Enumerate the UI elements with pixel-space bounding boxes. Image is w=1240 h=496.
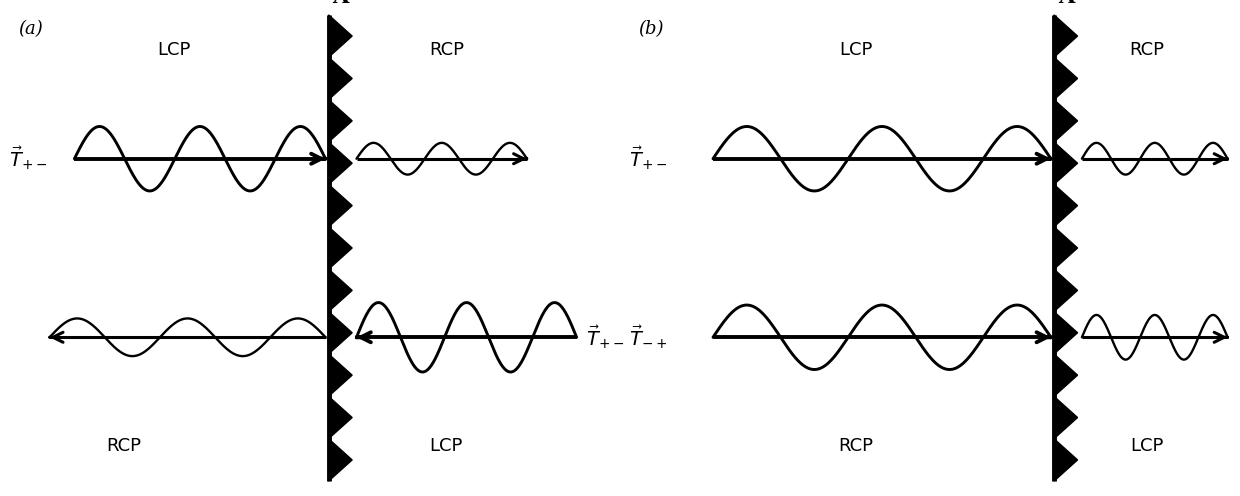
Polygon shape — [1054, 354, 1078, 396]
Text: LCP: LCP — [157, 41, 190, 59]
Polygon shape — [1054, 100, 1078, 142]
Text: LCP: LCP — [430, 437, 463, 455]
Polygon shape — [329, 15, 352, 57]
Polygon shape — [329, 142, 352, 185]
Text: RCP: RCP — [838, 437, 873, 455]
Text: A: A — [1058, 0, 1074, 7]
Polygon shape — [1054, 185, 1078, 227]
Polygon shape — [329, 185, 352, 227]
Polygon shape — [1054, 57, 1078, 100]
Text: $\vec{T}_{+-}$: $\vec{T}_{+-}$ — [585, 323, 624, 351]
Text: (a): (a) — [19, 20, 43, 38]
Polygon shape — [329, 354, 352, 396]
Text: $\vec{T}_{+-}$: $\vec{T}_{+-}$ — [9, 145, 47, 173]
Polygon shape — [1054, 439, 1078, 481]
Text: (b): (b) — [639, 20, 665, 38]
Polygon shape — [1054, 15, 1078, 57]
Polygon shape — [329, 311, 352, 354]
Text: $\vec{T}_{+-}$: $\vec{T}_{+-}$ — [629, 145, 667, 173]
Polygon shape — [1054, 227, 1078, 269]
Text: RCP: RCP — [429, 41, 464, 59]
Text: RCP: RCP — [107, 437, 141, 455]
Polygon shape — [1054, 396, 1078, 439]
Polygon shape — [329, 57, 352, 100]
Text: RCP: RCP — [1130, 41, 1164, 59]
Polygon shape — [329, 439, 352, 481]
Polygon shape — [329, 100, 352, 142]
Polygon shape — [329, 227, 352, 269]
Polygon shape — [329, 269, 352, 311]
Text: LCP: LCP — [1131, 437, 1163, 455]
Text: A: A — [332, 0, 348, 7]
Polygon shape — [1054, 311, 1078, 354]
Polygon shape — [329, 396, 352, 439]
Polygon shape — [1054, 142, 1078, 185]
Text: LCP: LCP — [839, 41, 872, 59]
Polygon shape — [1054, 269, 1078, 311]
Text: $\vec{T}_{-+}$: $\vec{T}_{-+}$ — [629, 323, 667, 351]
